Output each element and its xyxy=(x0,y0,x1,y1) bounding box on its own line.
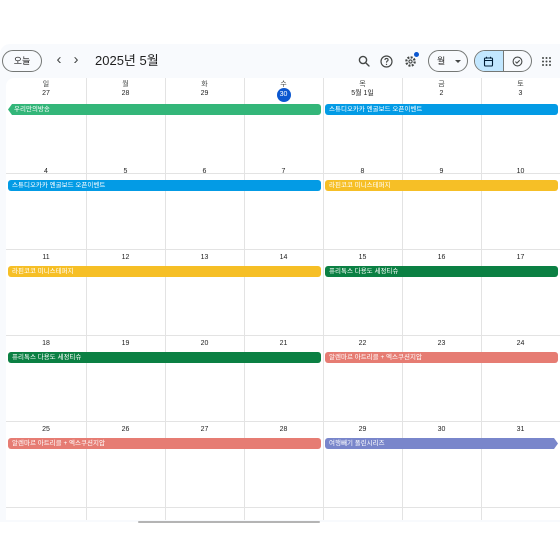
week-row: 25 26 27 28 29 30 31 알렌마르 아트리클 + 엑스쿠션지압 여행빼기 폴린시… xyxy=(6,422,560,508)
weekday-label: 월 xyxy=(122,81,129,88)
day-number[interactable]: 23 xyxy=(437,340,446,347)
weekday-label: 수 xyxy=(280,81,287,88)
calendar-event[interactable]: 라핀코코 미니스테퍼지 xyxy=(325,180,558,191)
day-number[interactable]: 29 xyxy=(358,426,367,433)
day-number[interactable]: 2 xyxy=(439,90,444,97)
event-title: 퓨리톡스 다용도 세정티슈 xyxy=(329,268,399,275)
day-number[interactable]: 7 xyxy=(281,168,286,175)
day-number[interactable]: 15 xyxy=(358,254,367,261)
day-number[interactable]: 29 xyxy=(200,90,209,97)
column-divider xyxy=(323,78,324,520)
search-icon[interactable] xyxy=(354,51,374,71)
calendar-event[interactable]: 알렌마르 아트리클 + 엑스쿠션지압 xyxy=(8,438,321,449)
view-select-label: 월 xyxy=(437,56,446,66)
event-title: 라핀코코 미니스테퍼지 xyxy=(329,182,391,189)
weekday-label: 화 xyxy=(201,81,208,88)
scroll-indicator[interactable] xyxy=(138,521,320,523)
event-title: 라핀코코 미니스테퍼지 xyxy=(12,268,74,275)
weekday-label: 토 xyxy=(517,81,524,88)
day-number[interactable]: 5 xyxy=(123,168,128,175)
today-button[interactable]: 오늘 xyxy=(2,50,42,72)
calendar-event[interactable]: 알렌마르 아트리클 + 엑스쿠션지압 xyxy=(325,352,558,363)
weekday-label: 금 xyxy=(438,81,445,88)
day-number[interactable]: 24 xyxy=(516,340,525,347)
column-divider xyxy=(244,78,245,520)
today-date[interactable]: 30 xyxy=(244,88,323,102)
toolbar: 오늘 ‹ › 2025년 5월 월 xyxy=(0,44,560,78)
notification-dot xyxy=(414,52,419,57)
event-title: 스튜디오카카 엔굴보드 오픈이벤트 xyxy=(329,106,423,113)
today-date-label: 30 xyxy=(276,88,291,102)
event-title: 알렌마르 아트리클 + 엑스쿠션지압 xyxy=(329,354,422,361)
calendar-event[interactable]: 우리만의방송 xyxy=(8,104,321,115)
column-divider xyxy=(481,78,482,520)
day-number[interactable]: 9 xyxy=(439,168,444,175)
week-row: 11 12 13 14 15 16 17 라핀코코 미니스테퍼지 퓨리톡스 다용도 세정티슈 xyxy=(6,250,560,336)
column-divider xyxy=(86,78,87,520)
gear-icon[interactable] xyxy=(400,51,420,71)
calendar-event[interactable]: 스튜디오카카 엔굴보드 오픈이벤트 xyxy=(325,104,558,115)
event-title: 스튜디오카카 엔굴보드 오픈이벤트 xyxy=(12,182,106,189)
calendar-event[interactable]: 라핀코코 미니스테퍼지 xyxy=(8,266,321,277)
day-number[interactable]: 18 xyxy=(42,340,50,347)
day-number[interactable]: 30 xyxy=(437,426,446,433)
day-number[interactable]: 28 xyxy=(121,90,130,97)
calendar-event[interactable]: 퓨리톡스 다용도 세정티슈 xyxy=(325,266,558,277)
day-number[interactable]: 25 xyxy=(42,426,50,433)
calendar-event[interactable]: 퓨리톡스 다용도 세정티슈 xyxy=(8,352,321,363)
column-divider xyxy=(165,78,166,520)
day-number[interactable]: 19 xyxy=(121,340,130,347)
day-number[interactable]: 22 xyxy=(358,340,367,347)
column-divider xyxy=(402,78,403,520)
day-number[interactable]: 16 xyxy=(437,254,446,261)
chevron-right-icon[interactable]: › xyxy=(73,51,79,68)
day-number[interactable]: 13 xyxy=(200,254,209,261)
day-number[interactable]: 3 xyxy=(518,90,523,97)
day-number[interactable]: 27 xyxy=(42,90,50,97)
page-title: 2025년 5월 xyxy=(95,53,159,68)
day-number[interactable]: 11 xyxy=(42,254,50,261)
event-title: 여행빼기 폴린시리즈 xyxy=(329,440,385,447)
day-number[interactable]: 20 xyxy=(200,340,209,347)
day-number[interactable]: 6 xyxy=(202,168,207,175)
calendar-event[interactable]: 스튜디오카카 엔굴보드 오픈이벤트 xyxy=(8,180,321,191)
event-title: 퓨리톡스 다용도 세정티슈 xyxy=(12,354,82,361)
calendar-app: 오늘 ‹ › 2025년 5월 월 일 xyxy=(0,44,560,522)
week-row: 18 19 20 21 22 23 24 퓨리톡스 다용도 세정티슈 알렌마르 아트리클 + 엑… xyxy=(6,336,560,422)
day-number[interactable]: 17 xyxy=(516,254,525,261)
day-number[interactable]: 10 xyxy=(516,168,525,175)
check-circle-icon[interactable] xyxy=(502,51,531,71)
weekday-label: 일 xyxy=(42,81,50,88)
day-number[interactable]: 5월 1일 xyxy=(351,90,374,97)
chevron-left-icon[interactable]: ‹ xyxy=(56,51,62,68)
event-title: 우리만의방송 xyxy=(14,106,50,113)
day-number[interactable]: 21 xyxy=(279,340,288,347)
day-number[interactable]: 4 xyxy=(44,168,48,175)
weekday-label: 목 xyxy=(359,81,366,88)
help-icon[interactable] xyxy=(376,51,396,71)
event-title: 알렌마르 아트리클 + 엑스쿠션지압 xyxy=(12,440,105,447)
view-select[interactable]: 월 xyxy=(428,50,468,72)
week-row: 4 5 6 7 8 9 10 스튜디오카카 엔굴보드 오픈이벤트 라핀코코 미니스테퍼지 xyxy=(6,164,560,250)
caret-down-icon xyxy=(455,60,461,63)
view-toggle xyxy=(474,50,532,72)
day-number[interactable]: 31 xyxy=(516,426,525,433)
day-number[interactable]: 8 xyxy=(360,168,365,175)
day-number[interactable]: 27 xyxy=(200,426,209,433)
calendar-event[interactable]: 여행빼기 폴린시리즈 xyxy=(325,438,558,449)
calendar-icon[interactable] xyxy=(475,51,503,71)
apps-grid-icon[interactable] xyxy=(536,51,556,71)
week-row: 27 28 29 30 5월 1일 2 3 우리만의방송 스튜디오카카 엔굴보드 오픈이벤트 xyxy=(6,78,560,174)
day-number[interactable]: 26 xyxy=(121,426,130,433)
day-number[interactable]: 28 xyxy=(279,426,288,433)
day-number[interactable]: 12 xyxy=(121,254,130,261)
day-number[interactable]: 14 xyxy=(279,254,288,261)
